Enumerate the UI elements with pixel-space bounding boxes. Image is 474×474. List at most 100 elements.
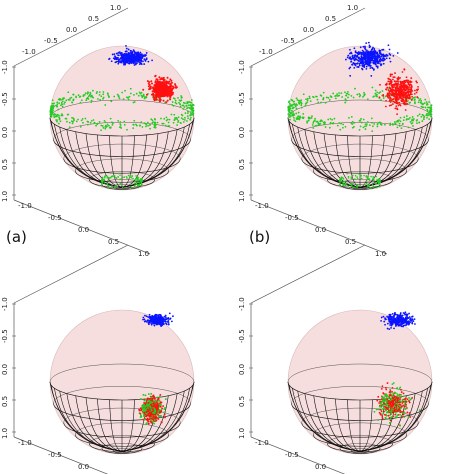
red-point (170, 84, 173, 87)
red-point (160, 84, 163, 87)
mixed-point (157, 408, 159, 411)
green-point (289, 107, 292, 110)
blue-point (152, 322, 154, 325)
green-point (333, 117, 336, 120)
green-point (104, 174, 107, 177)
mixed-point (379, 413, 382, 415)
mixed-point (378, 405, 381, 408)
blue-point (388, 328, 391, 331)
mixed-point (159, 405, 162, 408)
blue-point (361, 67, 363, 70)
mixed-point (158, 399, 161, 402)
mixed-point (396, 414, 399, 417)
red-point (153, 96, 156, 99)
mixed-point (389, 403, 392, 406)
green-point (298, 117, 301, 120)
mixed-point (380, 403, 383, 406)
red-point (399, 85, 402, 88)
mixed-point (387, 400, 389, 402)
green-point (102, 96, 105, 99)
green-point (56, 103, 59, 105)
blue-point (400, 325, 402, 327)
mixed-point (392, 415, 395, 418)
red-point (402, 91, 405, 93)
mixed-point (159, 393, 162, 396)
mixed-point (381, 405, 384, 407)
blue-point (364, 59, 367, 61)
mixed-point (386, 395, 388, 398)
blue-point (156, 323, 158, 326)
meridian-line (323, 133, 361, 188)
mixed-point (400, 410, 403, 413)
blue-point (154, 321, 156, 324)
mixed-point (409, 416, 412, 418)
blue-point (386, 327, 389, 330)
green-point (128, 95, 131, 98)
mixed-point (150, 396, 153, 399)
mixed-point (400, 414, 403, 417)
green-point (103, 119, 106, 122)
mixed-point (377, 408, 380, 411)
blue-point (391, 315, 394, 318)
green-point (89, 121, 92, 124)
blue-point (394, 313, 396, 316)
green-ring-points (49, 87, 195, 189)
blue-point (356, 66, 359, 68)
mixed-point (148, 399, 151, 402)
green-point (73, 119, 75, 122)
red-point (392, 100, 395, 103)
blue-point (145, 315, 148, 318)
green-point (366, 186, 369, 188)
mixed-point (395, 411, 397, 414)
mixed-point (387, 402, 390, 405)
green-point (81, 117, 84, 120)
green-point (296, 98, 299, 101)
green-point (192, 104, 195, 107)
red-point (174, 84, 177, 87)
green-point (287, 113, 290, 115)
green-point (180, 113, 183, 116)
green-point (306, 99, 309, 102)
blue-point (389, 313, 392, 316)
green-point (345, 183, 347, 185)
green-point (125, 175, 128, 178)
green-point (119, 121, 122, 123)
green-point (186, 112, 189, 115)
green-point (90, 94, 93, 97)
blue-point (391, 319, 394, 321)
mixed-point (162, 405, 165, 408)
red-point (157, 86, 160, 89)
blue-point (154, 313, 157, 316)
blue-point (139, 51, 142, 54)
panel-d: -1.0-0.50.00.51.0-1.0-0.50.00.51.0 (238, 244, 433, 474)
blue-point (392, 54, 395, 57)
blue-point (353, 56, 356, 59)
blue-point (121, 56, 123, 59)
green-point (101, 182, 103, 185)
red-point (405, 95, 407, 97)
blue-point (157, 316, 160, 319)
green-point (347, 186, 350, 188)
red-point (409, 81, 412, 84)
mixed-point (390, 406, 393, 408)
green-point (334, 97, 337, 100)
green-point (360, 177, 363, 180)
red-point (162, 99, 165, 102)
mixed-point (143, 401, 146, 404)
blue-point (375, 57, 378, 60)
meridian-line (97, 398, 123, 452)
green-point (192, 112, 195, 115)
mixed-point (160, 410, 163, 413)
green-point (140, 181, 142, 184)
green-point (103, 182, 106, 184)
green-point (430, 115, 433, 118)
mixed-point (383, 396, 385, 399)
red-point (392, 76, 395, 79)
green-point (376, 186, 378, 189)
blue-point (369, 61, 372, 64)
green-point (411, 122, 414, 124)
mixed-point (391, 394, 394, 397)
green-point (426, 116, 428, 119)
red-point (408, 86, 411, 88)
green-point (292, 116, 295, 119)
